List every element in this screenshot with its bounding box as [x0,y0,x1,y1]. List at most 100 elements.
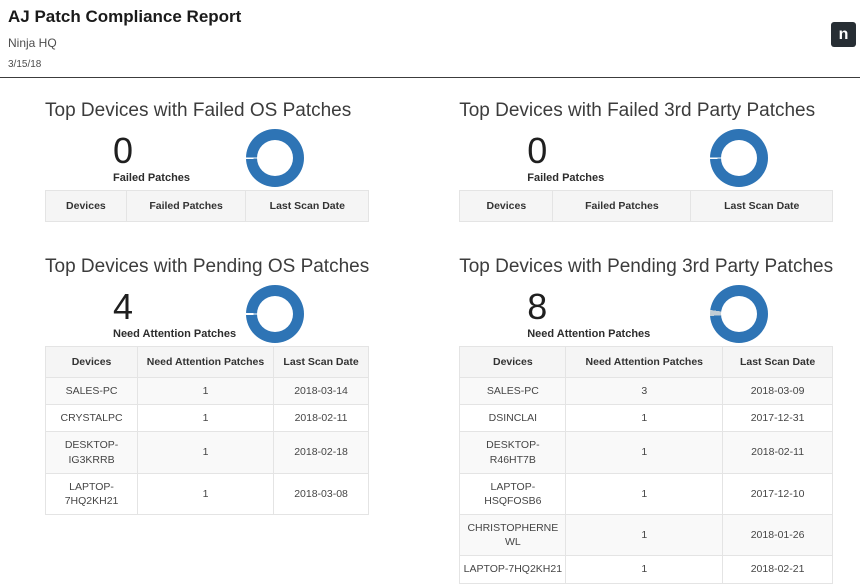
column-header: Failed Patches [552,190,692,222]
table-row: LAPTOP-HSQFOSB6 1 2017-12-10 [459,472,834,516]
stat-block: 4 Need Attention Patches [45,286,237,341]
table-cell: LAPTOP-HSQFOSB6 [459,472,567,516]
column-header: Need Attention Patches [565,346,724,378]
table-header-row: Devices Failed Patches Last Scan Date [459,190,834,222]
devices-table: Devices Need Attention Patches Last Scan D… [44,346,370,516]
table-row: SALES-PC 1 2018-03-14 [44,376,370,406]
table-header-row: Devices Need Attention Patches Last Scan D… [459,346,834,378]
table-cell: CRYSTALPC [44,404,139,433]
report-section: Top Devices with Failed OS Patches 0 Fai… [45,98,370,222]
stat-block: 8 Need Attention Patches [459,286,651,341]
column-header: Devices [45,190,127,222]
table-cell: 1 [137,376,274,406]
column-header: Need Attention Patches [137,346,274,378]
table-row: LAPTOP-7HQ2KH21 1 2018-02-21 [459,555,834,584]
table-cell: 1 [565,404,724,433]
table-cell: 2017-12-10 [722,472,834,516]
donut-chart [246,285,305,343]
header-divider [0,77,860,78]
devices-table: Devices Need Attention Patches Last Scan D… [459,346,834,584]
table-cell: 2018-03-09 [722,376,834,406]
table-body: SALES-PC 1 2018-03-14 CRYSTALPC 1 2018-02-11 D… [44,376,370,516]
table-cell: 3 [565,376,724,406]
table-cell: 1 [565,431,724,474]
report-date: 3/15/18 [8,59,42,70]
section-title: Top Devices with Pending 3rd Party Patch… [459,256,834,277]
column-header: Devices [44,346,139,378]
donut-chart [246,129,305,187]
chart-row: 4 Need Attention Patches [45,284,369,344]
table-cell: SALES-PC [44,376,139,406]
chart-row: 8 Need Attention Patches [459,284,833,344]
table-row: CHRISTOPHERNE WL 1 2018-01-26 [459,514,834,557]
table-cell: 2018-03-14 [272,376,370,406]
devices-table: Devices Failed Patches Last Scan Date [45,190,370,222]
table-body: SALES-PC 3 2018-03-09 DSINCLAI 1 2017-12-31 DE… [459,376,834,584]
table-cell: 2017-12-31 [722,404,834,433]
organization-name: Ninja HQ [8,36,57,50]
table-head: Devices Need Attention Patches Last Scan D… [44,346,370,378]
table-cell: DESKTOP-IG3KRRB [44,431,139,474]
section-title: Top Devices with Pending OS Patches [45,256,370,277]
column-header: Last Scan Date [722,346,834,378]
table-cell: 1 [137,472,274,516]
table-cell: 1 [565,514,724,557]
table-cell: CHRISTOPHERNE WL [459,514,567,557]
column-header: Devices [459,346,567,378]
report-section: Top Devices with Pending OS Patches 4 Ne… [44,254,370,516]
table-cell: DSINCLAI [459,404,567,433]
donut-chart [710,129,769,187]
table-cell: 1 [565,472,724,516]
ninja-logo: n [831,22,856,47]
table-cell: 2018-02-18 [272,431,370,474]
column-header: Last Scan Date [245,190,370,222]
table-head: Devices Failed Patches Last Scan Date [459,190,834,222]
table-header-row: Devices Need Attention Patches Last Scan D… [44,346,370,378]
column-header: Last Scan Date [690,190,834,222]
column-header: Last Scan Date [272,346,370,378]
report-section: Top Devices with Failed 3rd Party Patche… [459,98,834,222]
table-cell: LAPTOP-7HQ2KH21 [44,472,139,516]
donut-chart [710,285,769,343]
table-header-row: Devices Failed Patches Last Scan Date [45,190,370,222]
table-cell: DESKTOP-R46HT7B [459,431,567,474]
devices-table: Devices Failed Patches Last Scan Date [459,190,834,222]
table-row: SALES-PC 3 2018-03-09 [459,376,834,406]
table-cell: 2018-02-21 [722,555,834,584]
table-row: DESKTOP-IG3KRRB 1 2018-02-18 [44,431,370,474]
table-cell: 2018-02-11 [722,431,834,474]
table-cell: 1 [565,555,724,584]
column-header: Failed Patches [125,190,247,222]
stat-value: 0 [527,130,548,171]
table-cell: LAPTOP-7HQ2KH21 [459,555,567,584]
table-cell: 2018-03-08 [272,472,370,516]
stat-value: 4 [113,286,134,327]
table-cell: SALES-PC [459,376,567,406]
table-cell: 1 [137,431,274,474]
report-section: Top Devices with Pending 3rd Party Patch… [459,254,834,584]
stat-block: 0 Failed Patches [459,130,605,185]
chart-row: 0 Failed Patches [459,128,833,188]
chart-row: 0 Failed Patches [45,128,369,188]
table-row: CRYSTALPC 1 2018-02-11 [44,404,370,433]
stat-label: Failed Patches [113,172,191,184]
table-row: DESKTOP-R46HT7B 1 2018-02-11 [459,431,834,474]
table-row: LAPTOP-7HQ2KH21 1 2018-03-08 [44,472,370,516]
table-cell: 2018-01-26 [722,514,834,557]
stat-label: Failed Patches [527,172,605,184]
section-title: Top Devices with Failed OS Patches [45,100,352,121]
report-grid: Top Devices with Failed OS Patches 0 Fai… [0,78,860,584]
page-title: AJ Patch Compliance Report [8,7,242,26]
report-header: AJ Patch Compliance Report Ninja HQ 3/15… [0,0,860,71]
section-title: Top Devices with Failed 3rd Party Patche… [459,100,816,121]
table-cell: 1 [137,404,274,433]
stat-label: Need Attention Patches [113,328,237,340]
table-cell: 2018-02-11 [272,404,370,433]
table-row: DSINCLAI 1 2017-12-31 [459,404,834,433]
stat-value: 0 [113,130,134,171]
stat-value: 8 [527,286,548,327]
stat-label: Need Attention Patches [527,328,651,340]
table-head: Devices Failed Patches Last Scan Date [45,190,370,222]
stat-block: 0 Failed Patches [45,130,191,185]
table-head: Devices Need Attention Patches Last Scan D… [459,346,834,378]
